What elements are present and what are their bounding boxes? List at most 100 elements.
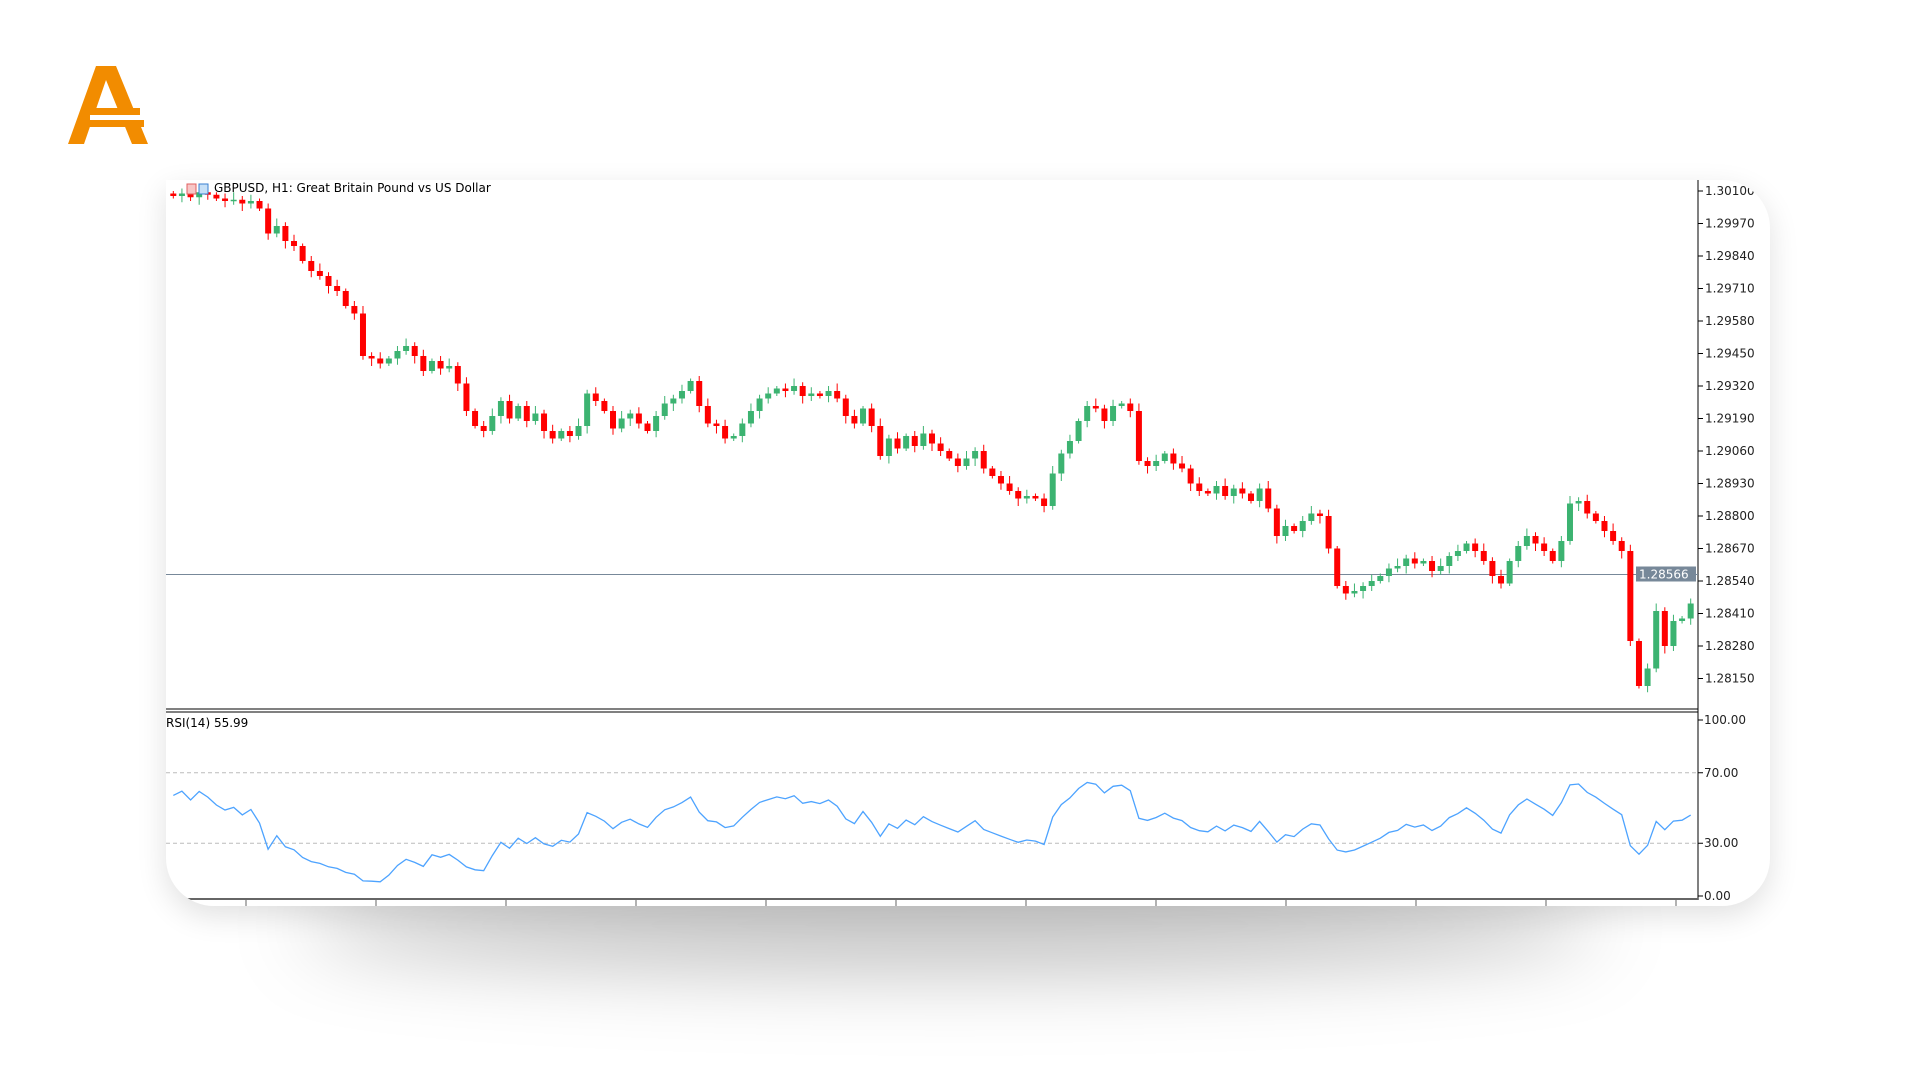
rsi-tick-label: 70.00 (1704, 766, 1738, 780)
candle-bull (428, 361, 435, 371)
candle-bull (1558, 541, 1565, 561)
candle-bear (937, 443, 944, 451)
candle-bull (1377, 576, 1384, 581)
candle-bull (1394, 566, 1401, 569)
candle-bull (1653, 611, 1660, 669)
candle-bear (1204, 491, 1211, 494)
candle-bull (178, 193, 185, 196)
candle-bull (1351, 591, 1358, 594)
candle-bear (454, 366, 461, 384)
candle-bull (1437, 566, 1444, 571)
candle-bear (1187, 468, 1194, 484)
candle-bear (1239, 488, 1246, 494)
candle-bear (265, 208, 272, 234)
candle-bear (954, 458, 961, 466)
candle-bear (1480, 551, 1487, 561)
candle-bear (1325, 516, 1332, 549)
current-price-tag (1636, 566, 1696, 582)
candle-bull (497, 401, 504, 416)
candle-bear (359, 313, 366, 356)
rsi-label: RSI(14) 55.99 (166, 716, 249, 730)
chart-canvas[interactable]: 1.30100 1.29970 1.29840 1.29710 1.29580 1.294… (166, 180, 1770, 906)
candle-bear (1273, 508, 1280, 536)
candle-bear (222, 198, 229, 201)
candle-bull (1515, 546, 1522, 561)
candle-bear (1541, 543, 1548, 551)
candle-bear (351, 306, 358, 314)
chart-window[interactable]: 1.30100 1.29970 1.29840 1.29710 1.29580 1.294… (166, 180, 1770, 906)
candle-bull (1110, 406, 1117, 421)
candle-bear (1196, 483, 1203, 491)
price-tick-label: 1.28410 (1705, 607, 1755, 621)
candle-bear (325, 276, 332, 286)
candle-bull (1575, 501, 1582, 504)
candle-bull (730, 436, 737, 439)
candle-bear (842, 398, 849, 416)
candle-bear (377, 358, 384, 364)
candle-bear (1610, 531, 1617, 541)
candle-bull (1308, 513, 1315, 521)
candle-bear (411, 346, 418, 356)
candle-bull (653, 416, 660, 431)
candle-bull (1153, 461, 1160, 466)
candle-bull (584, 393, 591, 426)
candle-bear (1472, 543, 1479, 551)
candle-bull (1368, 581, 1375, 586)
chart-window-icon (186, 183, 209, 195)
candle-bear (1222, 486, 1229, 496)
price-tick-label: 1.29190 (1705, 412, 1755, 426)
candle-bull (1161, 453, 1168, 461)
price-tick-label: 1.29060 (1705, 444, 1755, 458)
candle-bear (1179, 463, 1186, 469)
candle-bear (946, 451, 953, 459)
candle-bull (1282, 526, 1289, 536)
candle-bear (316, 271, 323, 276)
candle-bull (627, 413, 634, 419)
candle-bear (472, 411, 479, 426)
candle-bear (1411, 558, 1418, 564)
candle-bull (1523, 536, 1530, 546)
candle-bull (403, 346, 410, 351)
candle-bear (282, 226, 289, 241)
price-tick-label: 1.29450 (1705, 347, 1755, 361)
candle-bull (1403, 558, 1410, 566)
candle-bull (1644, 668, 1651, 686)
candle-bear (523, 406, 530, 421)
candle-bear (170, 193, 177, 196)
candle-bull (687, 381, 694, 391)
candle-bull (825, 391, 832, 396)
price-tick-label: 1.29840 (1705, 249, 1755, 263)
price-tick-label: 1.29710 (1705, 282, 1755, 296)
candle-bull (1454, 551, 1461, 556)
candle-bull (678, 391, 685, 399)
price-tick-label: 1.28800 (1705, 509, 1755, 523)
candle-bull (1230, 488, 1237, 496)
candle-bear (334, 286, 341, 291)
candle-bear (299, 246, 306, 261)
candle-bull (1670, 621, 1677, 646)
candle-bull (920, 433, 927, 446)
candle-bear (868, 408, 875, 426)
candle-bear (704, 406, 711, 424)
chart-title: GBPUSD, H1: Great Britain Pound vs US Do… (214, 181, 491, 195)
rsi-tick-label: 30.00 (1704, 836, 1738, 850)
candle-bull (385, 358, 392, 364)
rsi-tick-label: 100.00 (1704, 713, 1746, 727)
candle-bear (722, 426, 729, 439)
candle-bull (791, 386, 798, 391)
candle-bear (1334, 548, 1341, 586)
candle-bull (394, 351, 401, 359)
candle-bull (1023, 496, 1030, 499)
candle-bull (860, 408, 867, 424)
candle-bull (670, 398, 677, 404)
rsi-tick-label: 0.00 (1704, 889, 1731, 903)
candle-bull (1679, 618, 1686, 621)
candle-bear (1627, 551, 1634, 641)
candle-bull (1256, 488, 1263, 501)
candle-bear (696, 381, 703, 406)
price-tick-label: 1.30100 (1705, 184, 1755, 198)
candle-bull (1566, 503, 1573, 541)
candle-bear (601, 401, 608, 411)
candle-bear (1549, 551, 1556, 561)
candle-bear (1661, 611, 1668, 646)
